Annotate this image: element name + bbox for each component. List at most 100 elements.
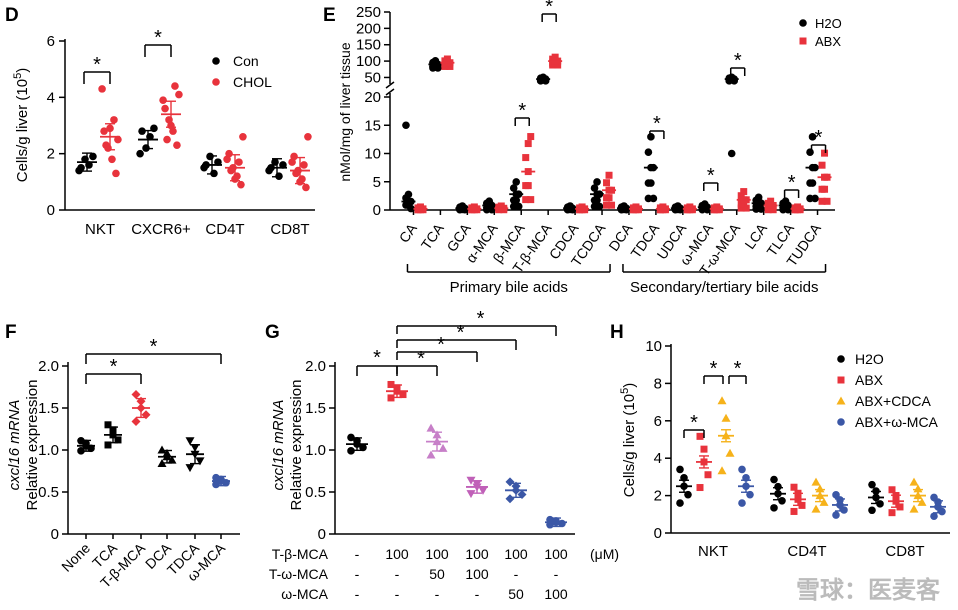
- e-point: [522, 182, 530, 190]
- h-legend-label: H2O: [855, 351, 884, 367]
- d-point: [108, 155, 116, 164]
- g-table-cell: 100: [425, 546, 449, 562]
- g-y-tick-label: 0.5: [305, 484, 326, 501]
- e-category-label: TCA: [418, 220, 448, 253]
- h-y-label-exp: 5: [619, 388, 631, 394]
- e-point: [821, 149, 829, 157]
- f-point: [114, 436, 122, 444]
- g-table-cell: 100: [544, 586, 568, 602]
- d-point: [163, 135, 171, 144]
- h-point: [778, 496, 786, 505]
- e-point: [522, 154, 530, 162]
- h-y-label-end: ): [621, 383, 638, 388]
- e-point: [808, 133, 817, 141]
- d-point: [173, 141, 181, 150]
- d-point: [288, 158, 296, 166]
- e-point: [754, 193, 763, 202]
- f-point: [104, 421, 112, 429]
- h-point: [700, 445, 708, 453]
- e-y-tick-label: 15: [364, 117, 381, 134]
- d-point: [89, 152, 97, 161]
- e-group-label: Primary bile acids: [450, 279, 568, 296]
- h-category-label: CD8T: [885, 543, 924, 560]
- e-point: [806, 179, 814, 187]
- e-point: [522, 196, 530, 204]
- h-point: [704, 471, 712, 479]
- g-table-cell: -: [554, 566, 559, 582]
- g-table-cell: 100: [504, 546, 528, 562]
- g-point: [505, 477, 515, 487]
- panel-letter-g: G: [265, 322, 280, 343]
- g-table-cell: -: [435, 586, 440, 602]
- e-point: [593, 178, 601, 186]
- e-point: [737, 192, 745, 200]
- e-sig-star: *: [788, 172, 796, 194]
- d-point: [110, 116, 118, 124]
- d-legend-marker: [212, 78, 220, 86]
- f-sig-star: *: [150, 336, 158, 358]
- e-legend-label: H2O: [815, 16, 842, 31]
- d-y-tick-label: 6: [47, 33, 55, 50]
- h-legend-label: ABX: [855, 372, 884, 388]
- d-sig-star: *: [93, 54, 101, 76]
- h-point: [721, 413, 731, 422]
- h-y-tick-label: 6: [654, 413, 662, 430]
- h-point: [909, 504, 919, 513]
- e-legend-marker: [799, 37, 807, 45]
- h-point: [696, 484, 704, 492]
- f-point: [157, 445, 167, 454]
- h-legend-label: ABX+ω-MCA: [855, 414, 939, 430]
- e-point: [818, 185, 826, 193]
- panel-f: F 0 0.5 1.0 1.5 2.0 cxcl16 mRNA Relative expre…: [5, 322, 240, 591]
- e-point: [644, 148, 653, 157]
- e-sig-star: *: [545, 0, 553, 18]
- f-y-tick-label: 1.5: [38, 400, 59, 417]
- h-y-label-main: Cells/g liver (10: [621, 394, 638, 497]
- d-point: [98, 85, 106, 93]
- e-point: [823, 197, 831, 205]
- d-point: [77, 163, 85, 172]
- g-table-cell: 50: [508, 586, 524, 602]
- e-point: [402, 121, 410, 130]
- e-point: [446, 62, 454, 70]
- panel-d: D 0 2 4 6 Cells/g liver (105) NKT CXCR6+ CD4T CD…: [5, 5, 315, 238]
- e-category-label: CA: [396, 220, 421, 246]
- h-legend-marker: [837, 376, 845, 384]
- e-point: [740, 188, 748, 196]
- g-table-cell: -: [355, 586, 360, 602]
- e-point: [767, 197, 775, 205]
- g-point: [359, 443, 367, 452]
- e-point: [737, 200, 745, 208]
- e-point: [554, 61, 562, 69]
- e-y-tick-label: 20: [364, 89, 381, 106]
- h-point: [888, 509, 896, 517]
- h-point: [770, 475, 778, 484]
- d-point: [114, 135, 122, 144]
- h-legend-marker: [837, 355, 845, 363]
- h-sig-star: *: [710, 358, 718, 380]
- h-y-tick-label: 8: [654, 375, 662, 392]
- h-point: [930, 512, 938, 521]
- e-y-tick-label: 200: [356, 20, 381, 37]
- e-point: [524, 140, 532, 148]
- e-legend-marker: [799, 19, 807, 27]
- g-point: [387, 394, 395, 402]
- e-legend-label: ABX: [815, 34, 841, 49]
- h-legend-marker: [837, 418, 845, 426]
- g-point: [399, 391, 407, 399]
- e-y-tick-label: 0: [373, 202, 381, 219]
- e-point: [769, 206, 777, 214]
- d-point: [302, 183, 310, 192]
- e-point: [737, 204, 745, 212]
- g-sig-star: *: [457, 322, 465, 344]
- h-point: [790, 507, 798, 515]
- g-table-cell: -: [355, 546, 360, 562]
- d-point: [161, 104, 169, 113]
- h-point: [774, 482, 782, 491]
- h-point: [811, 477, 821, 486]
- d-category-label: CXCR6+: [131, 221, 191, 238]
- panel-letter-h: H: [610, 322, 624, 343]
- h-y-tick-label: 10: [645, 338, 662, 355]
- e-point: [649, 194, 658, 203]
